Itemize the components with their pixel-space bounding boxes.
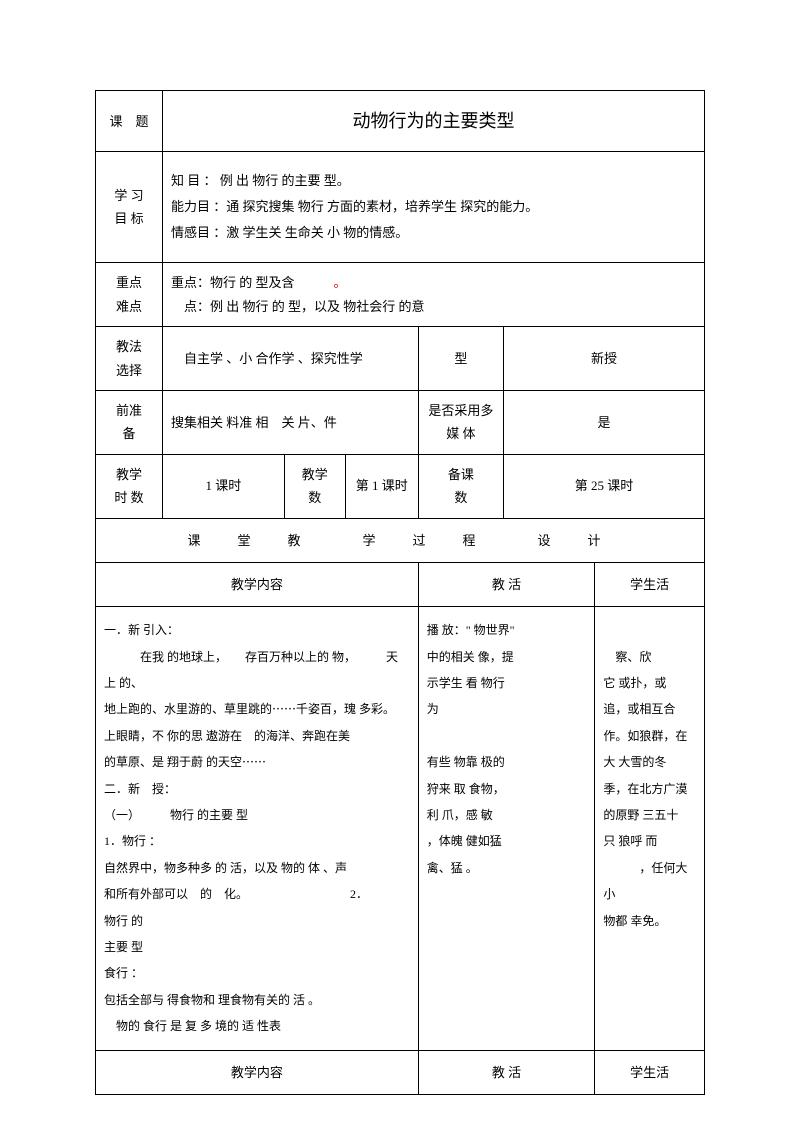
keypoints-content: 重点：物行 的 型及含 。 点：例 出 物行 的 型，以及 物社会行 的意 (162, 263, 704, 327)
teacher-activity: 播 放：" 物世界"中的相关 像，提示学生 看 物行为 有些 物靠 极的 狩来 … (418, 607, 595, 1050)
lesson-title: 动物行为的主要类型 (162, 91, 704, 152)
label-prep: 前准 备 (96, 390, 163, 454)
media-content: 是 (504, 390, 705, 454)
keypoint-diff: 点：例 出 物行 的 型，以及 物社会行 的意 (171, 295, 696, 318)
col-teach-header-2: 教 活 (418, 1050, 595, 1094)
label-teachcount: 教学 数 (284, 454, 345, 518)
section-title: 课 堂 教 学 过 程 设 计 (96, 518, 705, 562)
goal-knowledge: 知 目 ： 例 出 物行 的主要 型。 (171, 168, 696, 194)
label-media: 是否采用多 媒 体 (418, 390, 503, 454)
label-goals: 学 习 目 标 (96, 152, 163, 263)
col-student-header: 学生活 (595, 562, 705, 606)
label-topic: 课 题 (96, 91, 163, 152)
hours-content: 1 课时 (162, 454, 284, 518)
method-content: 自主学 、小 合作学 、探究性学 (162, 327, 418, 391)
type-content: 新授 (504, 327, 705, 391)
goals-content: 知 目 ： 例 出 物行 的主要 型。 能力目 ：通 探究搜集 物行 方面的素材… (162, 152, 704, 263)
keypoint-main: 重点：物行 的 型及含 。 (171, 271, 696, 294)
prep-content: 搜集相关 料准 相 关 片、件 (162, 390, 418, 454)
label-method: 教法 选择 (96, 327, 163, 391)
label-prepcount: 备课 数 (418, 454, 503, 518)
goal-emotion: 情感目 ：激 学生关 生命关 小 物的情感。 (171, 220, 696, 246)
label-keypoints: 重点 难点 (96, 263, 163, 327)
col-teach-header: 教 活 (418, 562, 595, 606)
label-hours: 教学 时 数 (96, 454, 163, 518)
teaching-content: 一．新 引入： 在我 的地球上， 存百万种以上的 物， 天上 的、地上跑的、水里… (96, 607, 419, 1050)
col-content-header-2: 教学内容 (96, 1050, 419, 1094)
student-activity: 察、欣它 或扑，或追，或相互合作。如狼群，在大 大雪的冬季，在北方广漠的原野 三… (595, 607, 705, 1050)
lesson-plan-table: 课 题 动物行为的主要类型 学 习 目 标 知 目 ： 例 出 物行 的主要 型… (95, 90, 705, 1095)
col-content-header: 教学内容 (96, 562, 419, 606)
goal-ability: 能力目 ：通 探究搜集 物行 方面的素材，培养学生 探究的能力。 (171, 194, 696, 220)
prepcount-content: 第 25 课时 (504, 454, 705, 518)
teachcount-content: 第 1 课时 (345, 454, 418, 518)
label-type: 型 (418, 327, 503, 391)
col-student-header-2: 学生活 (595, 1050, 705, 1094)
